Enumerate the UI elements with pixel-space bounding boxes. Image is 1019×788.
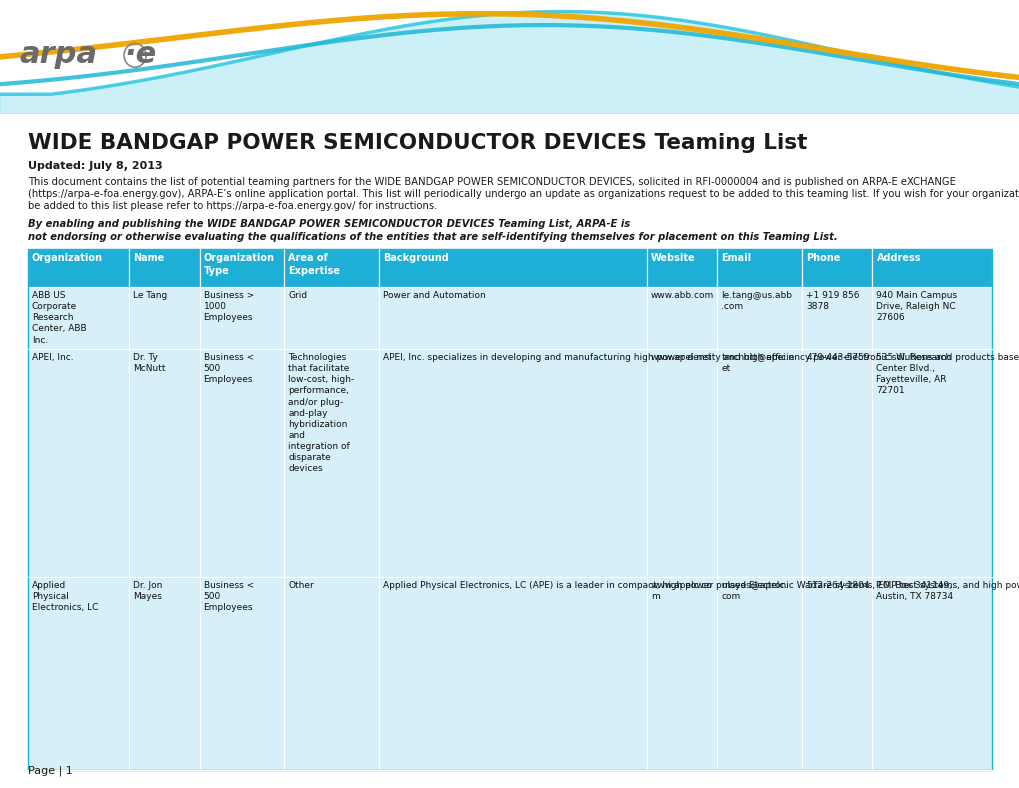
Text: not endorsing or otherwise evaluating the qualifications of the entities that ar: not endorsing or otherwise evaluating th…: [28, 232, 837, 242]
Text: APEI, Inc. specializes in developing and manufacturing high power density and hi: APEI, Inc. specializes in developing and…: [382, 353, 1019, 362]
Polygon shape: [284, 249, 378, 287]
Polygon shape: [200, 349, 284, 577]
Text: Dr. Jon
Mayes: Dr. Jon Mayes: [133, 581, 162, 601]
Polygon shape: [801, 287, 871, 349]
Text: www.apei.net: www.apei.net: [650, 353, 711, 362]
Text: Email: Email: [720, 253, 751, 263]
Text: Other: Other: [288, 581, 314, 590]
Polygon shape: [28, 287, 129, 349]
Text: Name: Name: [133, 253, 164, 263]
Text: Phone: Phone: [805, 253, 840, 263]
Text: Background: Background: [382, 253, 448, 263]
Text: be added to this list please refer to https://arpa-e-foa.energy.gov/ for instruc: be added to this list please refer to ht…: [28, 201, 437, 211]
Text: ABB US
Corporate
Research
Center, ABB
Inc.: ABB US Corporate Research Center, ABB In…: [32, 292, 87, 344]
Text: 479-443-5759: 479-443-5759: [805, 353, 869, 362]
Text: Le Tang: Le Tang: [133, 292, 167, 300]
Text: Dr. Ty
McNutt: Dr. Ty McNutt: [133, 353, 165, 374]
Text: Grid: Grid: [288, 292, 308, 300]
Text: www.apelc.co
m: www.apelc.co m: [650, 581, 712, 601]
Polygon shape: [129, 287, 200, 349]
Text: Applied Physical Electronics, LC (APE) is a leader in compact, high power pulsed: Applied Physical Electronics, LC (APE) i…: [382, 581, 1019, 590]
Polygon shape: [200, 287, 284, 349]
Polygon shape: [871, 577, 991, 770]
Text: Address: Address: [875, 253, 920, 263]
Text: 535 W. Research
Center Blvd.,
Fayetteville, AR
72701: 535 W. Research Center Blvd., Fayettevil…: [875, 353, 951, 396]
Text: Business <
500
Employees: Business < 500 Employees: [204, 353, 254, 385]
Text: tmcnutt@apei.n
et: tmcnutt@apei.n et: [720, 353, 794, 374]
Text: ·e: ·e: [124, 40, 156, 69]
Polygon shape: [28, 249, 129, 287]
Polygon shape: [378, 349, 646, 577]
Text: Page | 1: Page | 1: [28, 765, 72, 776]
Polygon shape: [28, 577, 129, 770]
Polygon shape: [871, 349, 991, 577]
Text: APEI, Inc.: APEI, Inc.: [32, 353, 73, 362]
Polygon shape: [801, 249, 871, 287]
Text: WIDE BANDGAP POWER SEMICONDUCTOR DEVICES Teaming List: WIDE BANDGAP POWER SEMICONDUCTOR DEVICES…: [28, 133, 807, 153]
Polygon shape: [801, 349, 871, 577]
Polygon shape: [716, 287, 801, 349]
Polygon shape: [378, 577, 646, 770]
Text: 940 Main Campus
Drive, Raleigh NC
27606: 940 Main Campus Drive, Raleigh NC 27606: [875, 292, 957, 322]
Text: Area of
Expertise: Area of Expertise: [288, 253, 340, 276]
Polygon shape: [284, 287, 378, 349]
Text: This document contains the list of potential teaming partners for the WIDE BANDG: This document contains the list of poten…: [28, 177, 955, 188]
Text: Power and Automation: Power and Automation: [382, 292, 485, 300]
Polygon shape: [716, 577, 801, 770]
Text: Website: Website: [650, 253, 695, 263]
Polygon shape: [716, 349, 801, 577]
Polygon shape: [378, 249, 646, 287]
Polygon shape: [200, 249, 284, 287]
Text: arpa: arpa: [19, 40, 98, 69]
Text: www.abb.com: www.abb.com: [650, 292, 713, 300]
Polygon shape: [871, 287, 991, 349]
Polygon shape: [129, 577, 200, 770]
Text: By enabling and publishing the WIDE BANDGAP POWER SEMICONDUCTOR DEVICES Teaming : By enabling and publishing the WIDE BAND…: [28, 219, 630, 229]
Text: Business >
1000
Employees: Business > 1000 Employees: [204, 292, 254, 322]
Text: le.tang@us.abb
.com: le.tang@us.abb .com: [720, 292, 792, 311]
Polygon shape: [378, 287, 646, 349]
Polygon shape: [871, 249, 991, 287]
Polygon shape: [200, 577, 284, 770]
Text: (https://arpa-e-foa.energy.gov), ARPA-E’s online application portal. This list w: (https://arpa-e-foa.energy.gov), ARPA-E’…: [28, 189, 1019, 199]
Polygon shape: [129, 349, 200, 577]
Text: Organization
Type: Organization Type: [204, 253, 274, 276]
Polygon shape: [801, 577, 871, 770]
Text: Business <
500
Employees: Business < 500 Employees: [204, 581, 254, 612]
Polygon shape: [129, 249, 200, 287]
Polygon shape: [646, 349, 716, 577]
Polygon shape: [646, 249, 716, 287]
Polygon shape: [646, 287, 716, 349]
Text: +1 919 856
3878: +1 919 856 3878: [805, 292, 859, 311]
Text: mayes@apelc.
com: mayes@apelc. com: [720, 581, 787, 601]
Text: Updated: July 8, 2013: Updated: July 8, 2013: [28, 162, 162, 171]
Polygon shape: [284, 577, 378, 770]
Text: P.O. Box 341149,
Austin, TX 78734: P.O. Box 341149, Austin, TX 78734: [875, 581, 953, 601]
Polygon shape: [646, 577, 716, 770]
Text: Technologies
that facilitate
low-cost, high-
performance,
and/or plug-
and-play
: Technologies that facilitate low-cost, h…: [288, 353, 355, 473]
Polygon shape: [284, 349, 378, 577]
Text: Organization: Organization: [32, 253, 103, 263]
Text: Applied
Physical
Electronics, LC: Applied Physical Electronics, LC: [32, 581, 98, 612]
Text: 512-264-1804: 512-264-1804: [805, 581, 869, 590]
Polygon shape: [716, 249, 801, 287]
Polygon shape: [28, 349, 129, 577]
